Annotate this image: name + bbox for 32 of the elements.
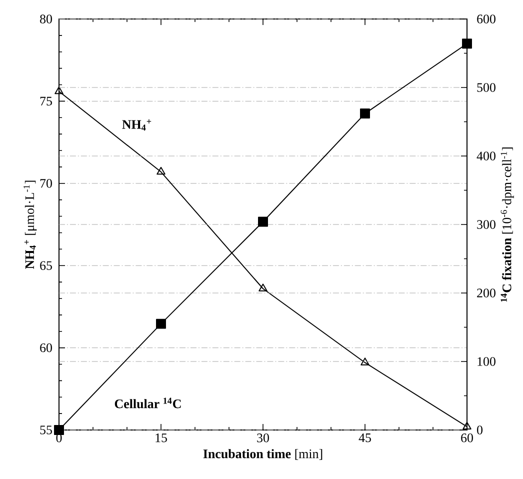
x-tick-label: 45 bbox=[358, 434, 371, 442]
point bbox=[360, 108, 370, 119]
point bbox=[156, 318, 166, 329]
y-tick-label: 80 bbox=[40, 14, 52, 24]
x-tick-label: 60 bbox=[461, 434, 473, 442]
y2-tick-label: 100 bbox=[478, 357, 496, 366]
point bbox=[156, 166, 166, 175]
series-label: Cellular $^{14}$C bbox=[114, 398, 181, 408]
point bbox=[258, 284, 268, 292]
text: NH$_{4}$$^{+}$ [μmol·L$^{-1}$] bbox=[24, 180, 37, 269]
y2-tick-label: 200 bbox=[477, 288, 496, 298]
point bbox=[360, 358, 370, 366]
series-label: NH$_{4}$+ bbox=[122, 119, 152, 131]
y-tick-label: 60 bbox=[40, 343, 52, 352]
text: $^{14}$C fixation [10$^{-6}$·dpm·cell$^{-1}$] bbox=[500, 148, 514, 302]
point bbox=[54, 425, 64, 435]
point bbox=[462, 38, 472, 49]
y-tick-label: 55 bbox=[40, 426, 52, 434]
y-tick-label: 70 bbox=[40, 179, 52, 188]
point bbox=[462, 422, 472, 430]
x-tick-label: 30 bbox=[257, 434, 269, 442]
point bbox=[258, 216, 268, 227]
point bbox=[54, 86, 64, 94]
y-tick-label: 65 bbox=[40, 261, 52, 270]
y2-tick-label: 0 bbox=[477, 426, 483, 434]
y2-tick-label: 600 bbox=[477, 14, 496, 24]
y-tick-label: 75 bbox=[40, 96, 52, 106]
x-axis-title: Incubation time [min] bbox=[203, 449, 322, 460]
x-tick-label: 15 bbox=[156, 434, 167, 442]
y2-tick-label: 500 bbox=[477, 83, 496, 92]
y2-tick-label: 300 bbox=[477, 220, 496, 229]
y2-tick-label: 400 bbox=[476, 152, 496, 160]
